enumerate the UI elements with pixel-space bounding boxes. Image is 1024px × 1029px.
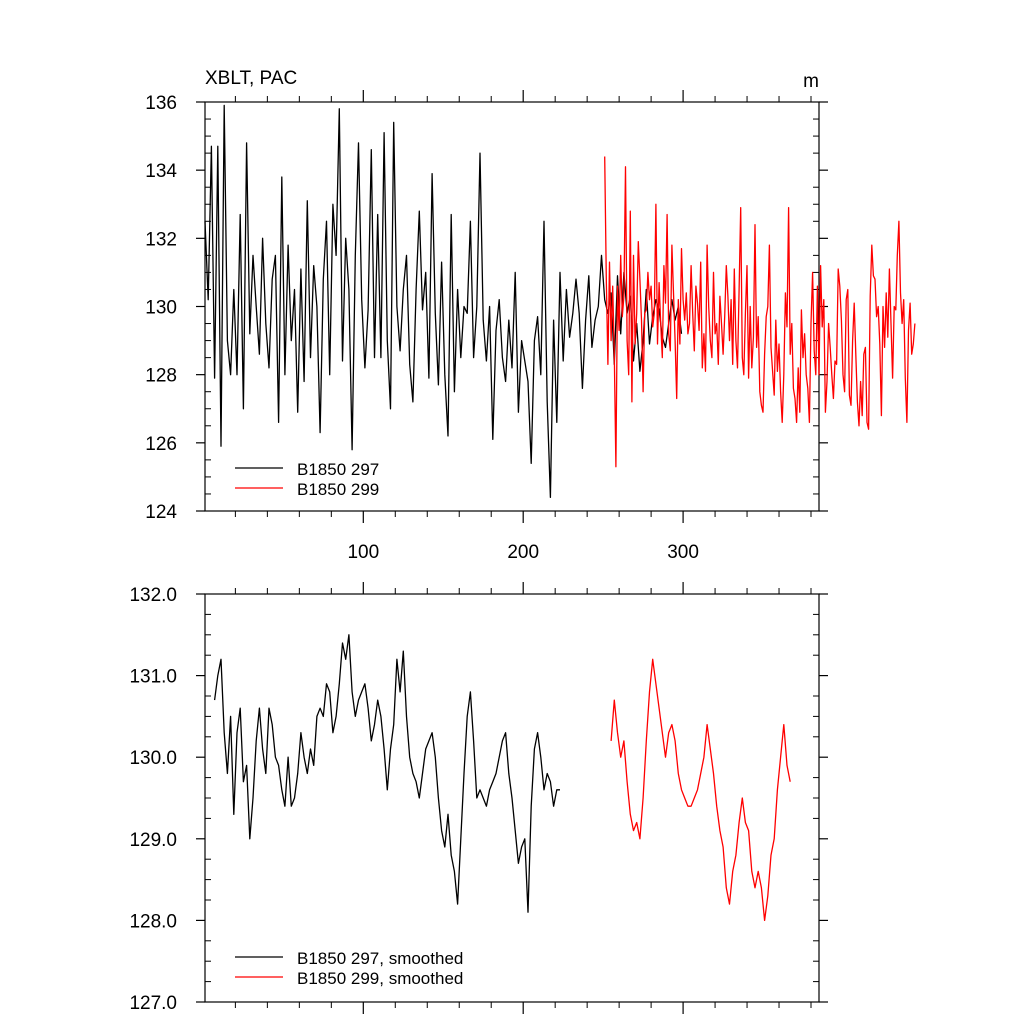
y-tick-label: 132.0	[129, 585, 177, 606]
y-tick-label: 127.0	[129, 993, 177, 1014]
plot-frame	[204, 101, 820, 512]
y-tick-label: 131.0	[129, 667, 177, 688]
y-tick-label: 130.0	[129, 748, 177, 769]
legend-label: B1850 297, smoothed	[297, 949, 463, 968]
x-tick-label: 100	[347, 542, 379, 563]
x-tick-label: 200	[507, 542, 539, 563]
y-tick-label: 126	[145, 434, 177, 455]
y-tick-label: 128	[145, 366, 177, 387]
y-tick-label: 130	[145, 298, 177, 319]
series-line-1	[204, 104, 683, 499]
y-tick-label: 134	[145, 161, 177, 182]
y-tick-label: 129.0	[129, 830, 177, 851]
legend-label: B1850 297	[297, 460, 379, 479]
chart-title: XBLT, PAC	[205, 68, 297, 89]
x-tick-label: 300	[667, 542, 699, 563]
legend-label: B1850 299, smoothed	[297, 969, 463, 988]
y-tick-label: 136	[145, 93, 177, 114]
units-label: m	[803, 71, 819, 92]
y-tick-label: 128.0	[129, 911, 177, 932]
series-line-1	[213, 634, 560, 913]
y-tick-label: 132	[145, 229, 177, 250]
y-tick-label: 124	[145, 502, 177, 523]
series-line-2	[610, 658, 791, 922]
series-line-2	[604, 156, 916, 468]
legend-label: B1850 299	[297, 480, 379, 499]
